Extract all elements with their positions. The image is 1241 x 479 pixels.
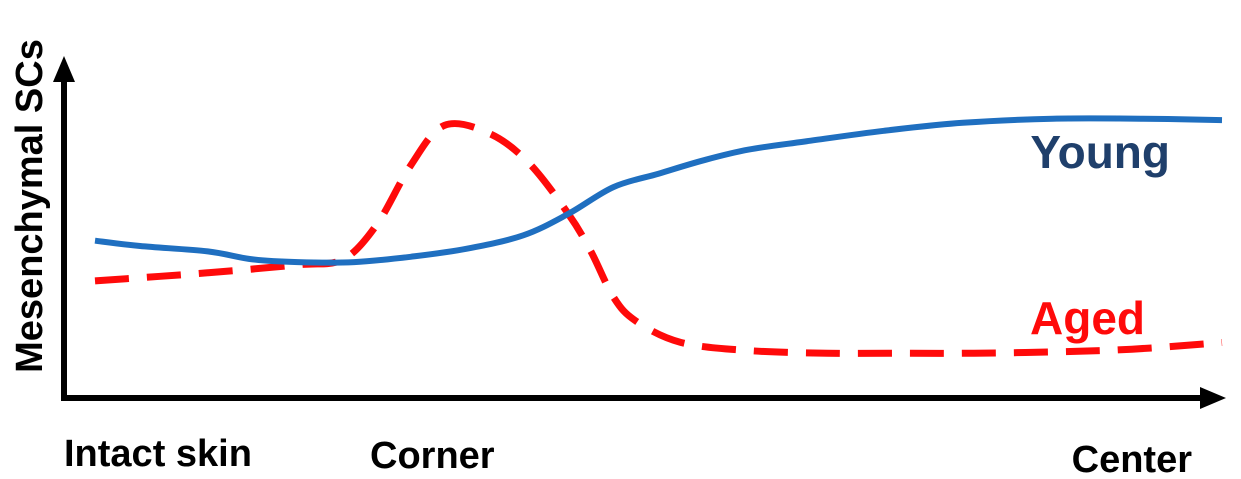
category-label-intact-skin: Intact skin [64, 433, 252, 475]
category-label-corner: Corner [370, 435, 495, 477]
series-label-aged: Aged [1030, 292, 1145, 344]
category-label-center: Center [1072, 439, 1193, 479]
y-axis-arrowhead [53, 56, 75, 82]
series-label-young: Young [1030, 126, 1170, 178]
y-axis-label: Mesenchymal SCs [9, 39, 51, 373]
series-labels: Young Aged [1030, 126, 1170, 344]
x-axis-arrowhead [1200, 387, 1226, 409]
category-labels: Intact skin Corner Center [64, 433, 1192, 479]
axes [53, 56, 1226, 409]
series-layer [94, 115, 1223, 357]
series-line-aged [94, 120, 1223, 357]
series-line-young [94, 115, 1223, 266]
